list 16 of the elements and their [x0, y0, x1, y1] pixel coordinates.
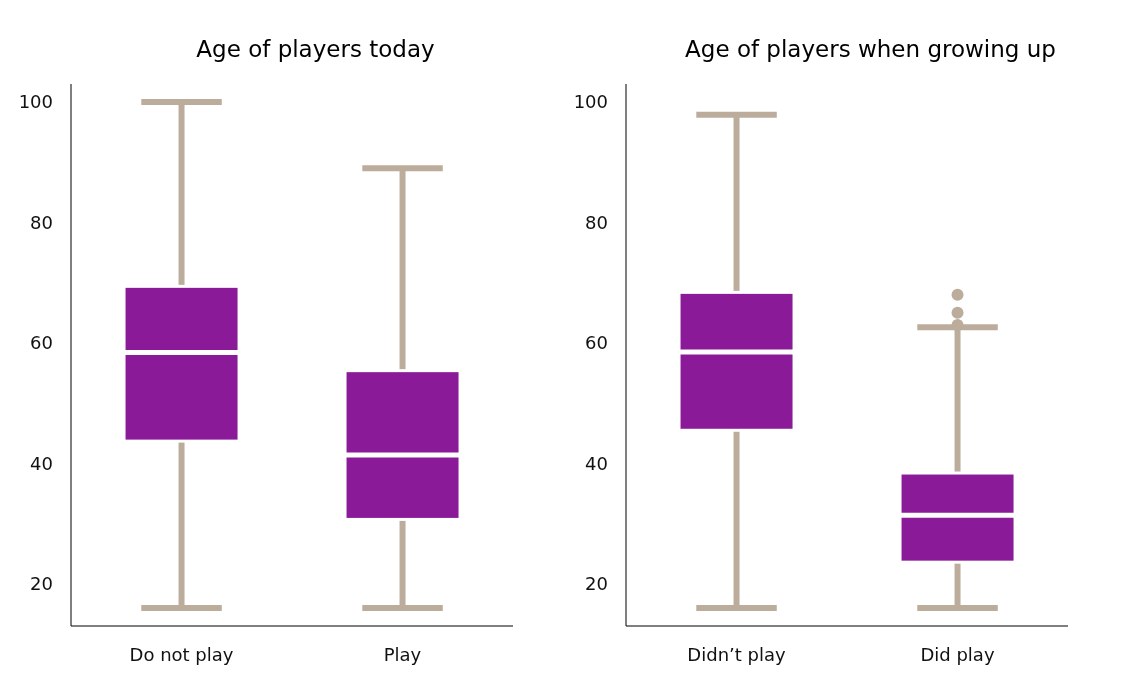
y-tick-label: 40 — [585, 452, 608, 474]
y-tick-label: 80 — [30, 211, 53, 233]
y-tick-label: 60 — [30, 332, 53, 354]
chart-title: Age of players when growing up — [684, 36, 1057, 62]
x-tick-label: Did play — [920, 643, 995, 665]
chart-title: Age of players today — [195, 36, 436, 62]
x-tick-label: Didn’t play — [687, 643, 786, 665]
y-tick-label: 20 — [30, 573, 53, 595]
y-tick-label: 20 — [585, 573, 608, 595]
x-tick-label: Play — [383, 643, 422, 665]
y-tick-label: 80 — [585, 211, 608, 233]
x-tick-label: Do not play — [129, 643, 234, 665]
y-tick-label: 100 — [18, 91, 53, 113]
y-tick-label: 100 — [573, 91, 608, 113]
y-tick-label: 60 — [585, 332, 608, 354]
y-tick-label: 40 — [30, 452, 53, 474]
